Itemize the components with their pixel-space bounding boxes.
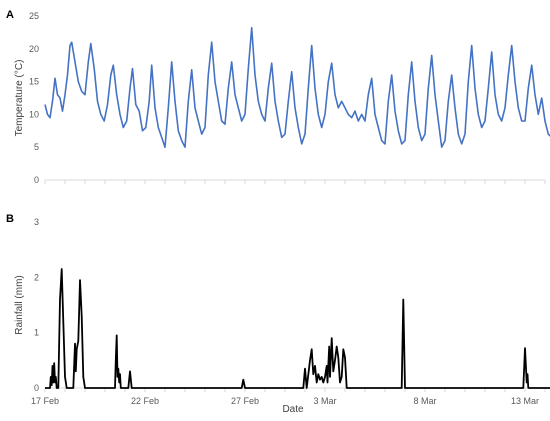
rainfall-y-tick-label-3: 3 bbox=[34, 217, 39, 227]
date-tick-label-0: 17 Feb bbox=[31, 396, 59, 406]
temperature-axis-title: Temperature (°C) bbox=[14, 60, 25, 137]
temperature-y-tick-label-4: 20 bbox=[29, 44, 39, 54]
temperature-y-tick-label-1: 5 bbox=[34, 142, 39, 152]
rainfall-y-tick-label-1: 1 bbox=[34, 328, 39, 338]
temperature-y-tick-label-2: 10 bbox=[29, 109, 39, 119]
date-tick-label-4: 8 Mar bbox=[413, 396, 436, 406]
date-tick-label-2: 27 Feb bbox=[231, 396, 259, 406]
temperature-plot: 0 5 10 15 20 25 bbox=[29, 11, 550, 185]
temperature-y-tick-label-0: 0 bbox=[34, 175, 39, 185]
rainfall-plot: 0 1 2 3 17 Feb 22 Feb 27 Feb 3 Mar 8 Mar 13 Mar bbox=[31, 217, 550, 406]
panel-a-label: A bbox=[6, 9, 14, 21]
date-tick-label-5: 13 Mar bbox=[511, 396, 539, 406]
date-tick-label-3: 3 Mar bbox=[313, 396, 336, 406]
rainfall-series-line-0 bbox=[45, 268, 550, 389]
temperature-series-line-0 bbox=[44, 26, 550, 148]
date-axis-title: Date bbox=[282, 404, 304, 415]
rainfall-axis-title: Rainfall (mm) bbox=[14, 275, 25, 334]
rainfall-y-tick-label-2: 2 bbox=[34, 272, 39, 282]
rainfall-y-tick-label-0: 0 bbox=[34, 383, 39, 393]
date-tick-label-1: 22 Feb bbox=[131, 396, 159, 406]
temperature-y-tick-label-5: 25 bbox=[29, 11, 39, 21]
temperature-y-tick-label-3: 15 bbox=[29, 77, 39, 87]
panel-b-label: B bbox=[6, 213, 14, 225]
